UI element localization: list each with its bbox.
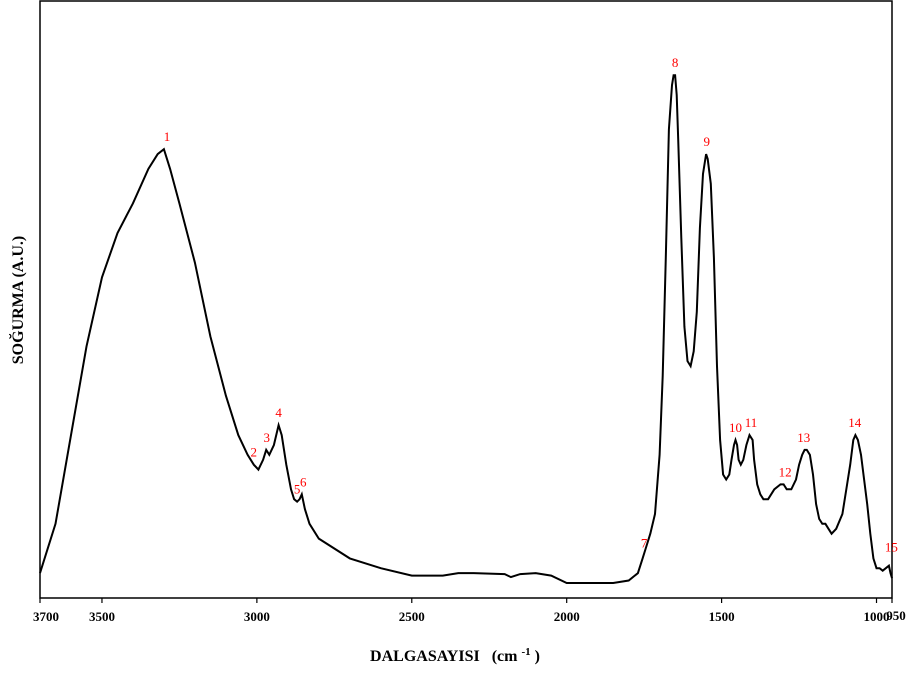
x-axis-title-main: DALGASAYISI <box>370 648 480 665</box>
x-tick-label: 950 <box>886 608 906 623</box>
peak-label-11: 11 <box>745 415 758 430</box>
x-tick-label: 3000 <box>244 609 270 624</box>
x-tick-label: 1000 <box>864 609 890 624</box>
peak-label-15: 15 <box>885 540 898 555</box>
x-tick-label: 2000 <box>554 609 580 624</box>
x-axis-title-unit-close: ) <box>535 648 540 665</box>
x-axis-title-unit: (cm <box>492 648 518 665</box>
peak-label-1: 1 <box>164 129 171 144</box>
peak-label-13: 13 <box>797 430 810 445</box>
peak-label-7: 7 <box>641 535 648 550</box>
x-tick-label: 1500 <box>709 609 735 624</box>
x-tick-label: 3500 <box>89 609 115 624</box>
x-tick-label: 3700 <box>33 609 59 624</box>
plot-frame <box>39 0 893 599</box>
peak-label-14: 14 <box>848 415 862 430</box>
x-tick-label: 2500 <box>399 609 425 624</box>
peak-label-4: 4 <box>275 405 282 420</box>
peak-label-2: 2 <box>251 445 258 460</box>
peak-label-9: 9 <box>703 134 710 149</box>
x-axis-title: DALGASAYISI (cm -1 ) <box>370 642 540 665</box>
peak-label-3: 3 <box>264 430 271 445</box>
peak-label-6: 6 <box>300 474 307 489</box>
series-line <box>39 74 893 584</box>
y-axis-title: SOĞURMA (A.U.) <box>8 236 27 364</box>
peak-label-10: 10 <box>729 420 742 435</box>
peak-label-5: 5 <box>294 482 301 497</box>
peak-label-12: 12 <box>779 464 792 479</box>
x-axis-title-unit-exp: -1 <box>521 646 530 658</box>
peak-label-8: 8 <box>672 55 679 70</box>
